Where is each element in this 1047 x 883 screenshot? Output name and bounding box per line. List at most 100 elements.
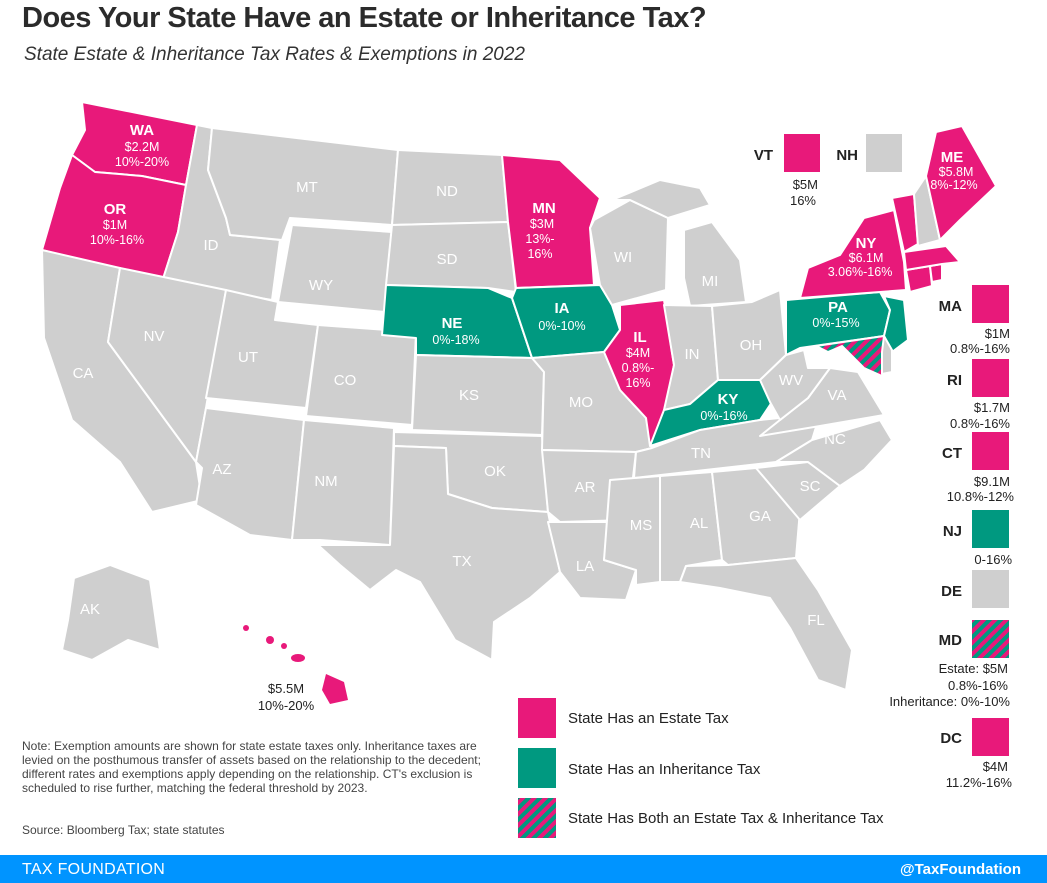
map-text-label: 0.8%- — [622, 361, 655, 375]
label-VT: VT — [754, 147, 773, 164]
map-text-label: 0%-15% — [812, 316, 859, 330]
swatch-VT — [784, 134, 820, 172]
map-text-label: CA — [73, 365, 94, 382]
label-NE: NE — [442, 315, 463, 332]
map-text-label: 0-16% — [974, 552, 1012, 567]
map-text-label: 10%-20% — [258, 698, 315, 713]
state-ME — [925, 125, 997, 241]
map-text-label: UT — [238, 349, 258, 366]
swatch-DC — [972, 718, 1009, 756]
map-text-label: $6.1M — [849, 251, 884, 265]
map-text-label: TN — [691, 445, 711, 462]
state-TX — [317, 445, 561, 661]
map-text-label: NM — [314, 473, 337, 490]
state-NM — [291, 419, 395, 546]
map-text-label: 0%-18% — [432, 333, 479, 347]
map-text-label: Estate: $5M — [939, 661, 1008, 676]
map-text-label: $1M — [985, 326, 1010, 341]
map-text-label: 10%-16% — [90, 233, 144, 247]
map-text-label: 0%-16% — [700, 409, 747, 423]
map-text-label: MS — [630, 517, 653, 534]
map-text-label: $2.2M — [125, 140, 160, 154]
map-text-label: ND — [436, 183, 458, 200]
state-WV — [759, 349, 831, 421]
swatch-CT — [972, 432, 1009, 470]
label-CT: CT — [942, 445, 962, 462]
state-MN — [501, 154, 601, 289]
map-text-label: $1M — [103, 218, 127, 232]
legend-swatch-both — [518, 798, 556, 838]
footer-brand: TAX FOUNDATION — [22, 861, 166, 878]
state-AK — [61, 564, 161, 661]
map-text-label: CO — [334, 372, 357, 389]
map-text-label: TX — [452, 553, 471, 570]
label-ME: ME — [941, 149, 964, 166]
state-DE — [881, 335, 893, 375]
map-text-label: AZ — [212, 461, 231, 478]
state-FL — [679, 557, 853, 691]
label-OR: OR — [104, 201, 127, 218]
state-MI — [683, 221, 747, 307]
map-text-label: $5M — [793, 177, 818, 192]
map-text-label: MT — [296, 179, 318, 196]
map-title: Does Your State Have an Estate or Inheri… — [22, 2, 707, 34]
map-text-label: $5.8M — [939, 165, 974, 179]
state-NY — [799, 209, 907, 299]
state-MI-upper — [611, 179, 711, 219]
swatch-NJ — [972, 510, 1009, 548]
map-text-label: 0.8%-16% — [948, 678, 1008, 693]
state-MA — [903, 245, 961, 271]
footer-handle: @TaxFoundation — [899, 861, 1021, 878]
map-text-label: AK — [80, 601, 100, 618]
map-text-label: $9.1M — [974, 474, 1010, 489]
label-PA: PA — [828, 299, 848, 316]
map-text-label: MO — [569, 394, 593, 411]
footnote: Note: Exemption amounts are shown for st… — [22, 739, 481, 795]
map-text-label: Inheritance: 0%-10% — [889, 694, 1010, 709]
map-text-label: 13%- — [525, 232, 554, 246]
label-KY: KY — [718, 391, 739, 408]
label-MD: MD — [939, 632, 962, 649]
map-text-label: OK — [484, 463, 506, 480]
map-text-label: ID — [204, 237, 219, 254]
swatch-MD — [972, 620, 1009, 658]
map-text-label: $5.5M — [268, 681, 304, 696]
map-text-label: $1.7M — [974, 400, 1010, 415]
map-text-label: NC — [824, 431, 846, 448]
map-text-label: WV — [779, 372, 803, 389]
map-text-label: MI — [702, 273, 719, 290]
legend-swatch-inheritance — [518, 748, 556, 788]
map-text-label: 8%-12% — [930, 178, 977, 192]
legend-label-estate: State Has an Estate Tax — [568, 710, 729, 727]
swatch-RI — [972, 359, 1009, 397]
map-text-label: 16% — [625, 376, 650, 390]
map-text-label: IN — [685, 346, 700, 363]
swatch-NH — [866, 134, 902, 172]
map-text-label: 10%-20% — [115, 155, 169, 169]
map-text-label: FL — [807, 612, 825, 629]
map-text-label: 0%-10% — [538, 319, 585, 333]
map-text-label: $3M — [530, 217, 554, 231]
legend-label-both: State Has Both an Estate Tax & Inheritan… — [568, 810, 884, 827]
map-text-label: OH — [740, 337, 763, 354]
map-text-label: LA — [576, 558, 594, 575]
map-text-label: 0.8%-16% — [950, 416, 1010, 431]
map-text-label: 11.2%-16% — [946, 775, 1013, 790]
map-text-label: KS — [459, 387, 479, 404]
map-text-label: SC — [800, 478, 821, 495]
map-text-label: 16% — [790, 193, 816, 208]
label-RI: RI — [947, 372, 962, 389]
label-NJ: NJ — [943, 523, 962, 540]
label-IA: IA — [555, 300, 570, 317]
map-text-label: 0.8%-16% — [950, 341, 1010, 356]
state-HI — [243, 625, 348, 704]
map-text-label: AL — [690, 515, 708, 532]
us-state-map: WA $2.2M 10%-20% OR $1M 10%-16% MN $3M 1… — [41, 101, 1014, 838]
map-text-label: $4M — [983, 759, 1008, 774]
state-SD — [385, 221, 517, 293]
legend: State Has an Estate Tax State Has an Inh… — [518, 698, 884, 838]
map-text-label: 3.06%-16% — [828, 265, 893, 279]
map-text-label: 16% — [527, 247, 552, 261]
map-text-label: NV — [144, 328, 165, 345]
map-text-label: AR — [575, 479, 596, 496]
